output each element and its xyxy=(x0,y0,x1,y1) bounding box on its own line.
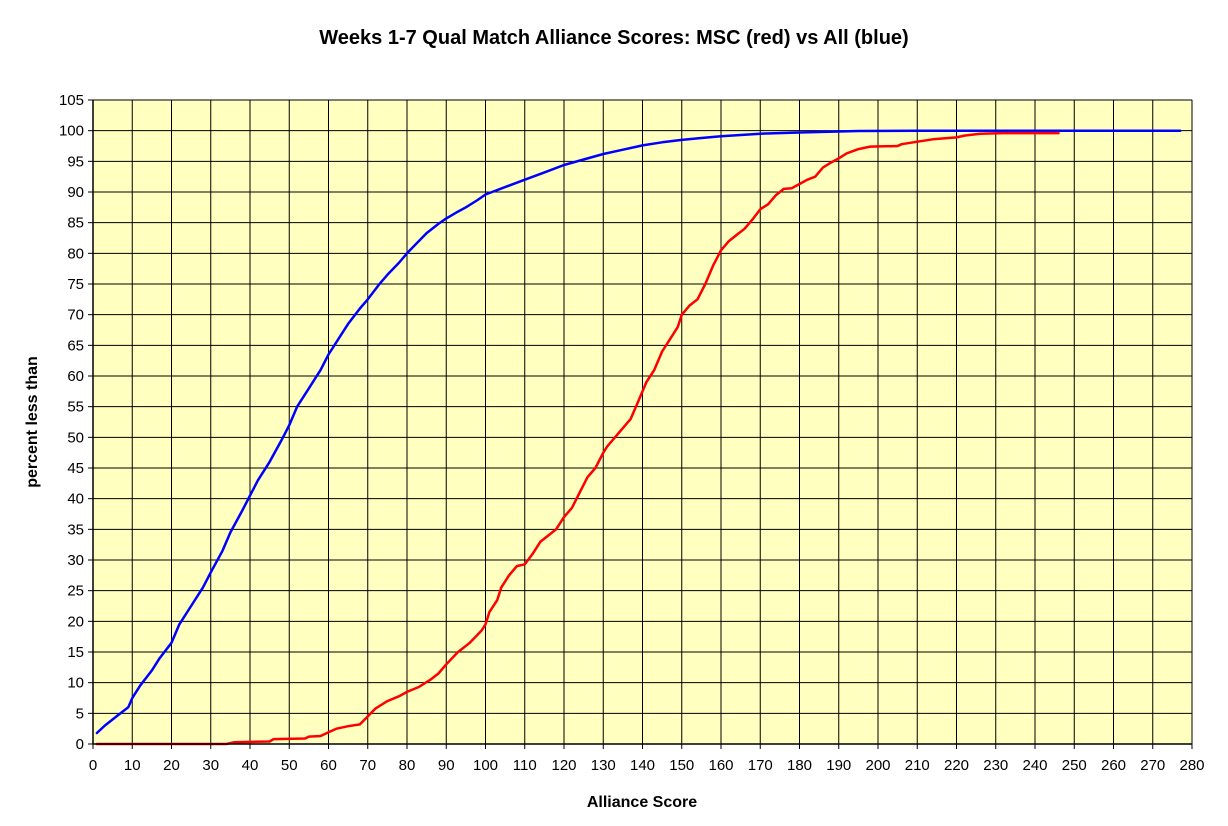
y-tick-label: 50 xyxy=(67,429,84,446)
series-layer xyxy=(95,129,1182,746)
y-tick-label: 5 xyxy=(76,705,84,722)
y-axis-title: percent less than xyxy=(24,356,41,488)
x-tick-label: 110 xyxy=(513,757,537,774)
tick-labels: 0 10 20 30 40 50 60 70 80 90 100 110 120 130 140 150 160… xyxy=(59,92,1205,774)
x-tick-label: 70 xyxy=(359,757,376,774)
x-tick-label: 250 xyxy=(1062,757,1087,774)
y-tick-label: 80 xyxy=(67,245,84,262)
x-tick-label: 190 xyxy=(826,757,851,774)
x-tick-label: 60 xyxy=(320,757,337,774)
x-tick-label: 120 xyxy=(551,757,576,774)
x-tick-label: 220 xyxy=(944,757,969,774)
x-tick-label: 80 xyxy=(399,757,416,774)
x-tick-label: 130 xyxy=(591,757,616,774)
y-tick-label: 10 xyxy=(67,675,84,692)
x-tick-label: 200 xyxy=(865,757,890,774)
y-tick-label: 70 xyxy=(67,307,84,324)
x-axis-title: Alliance Score xyxy=(587,794,697,811)
y-tick-label: 55 xyxy=(67,399,84,416)
x-tick-label: 100 xyxy=(473,757,498,774)
x-tick-label: 240 xyxy=(1022,757,1047,774)
chart-title: Weeks 1-7 Qual Match Alliance Scores: MS… xyxy=(319,27,908,49)
y-tick-label: 105 xyxy=(59,92,84,109)
series-line-blue xyxy=(95,129,1182,735)
x-tick-label: 40 xyxy=(242,757,259,774)
y-tick-label: 30 xyxy=(67,552,84,569)
y-tick-label: 45 xyxy=(67,460,84,477)
x-tick-label: 170 xyxy=(748,757,773,774)
y-tick-label: 85 xyxy=(67,215,84,232)
x-tick-label: 10 xyxy=(124,757,141,774)
x-tick-label: 50 xyxy=(281,757,298,774)
series-line-red xyxy=(95,131,1060,746)
y-tick-label: 25 xyxy=(67,583,84,600)
x-tick-label: 180 xyxy=(787,757,812,774)
y-tick-label: 20 xyxy=(67,613,84,630)
x-tick-label: 280 xyxy=(1179,757,1204,774)
y-tick-label: 95 xyxy=(67,153,84,170)
y-tick-label: 15 xyxy=(67,644,84,661)
y-tick-label: 40 xyxy=(67,491,84,508)
x-tick-label: 270 xyxy=(1140,757,1165,774)
x-tick-label: 150 xyxy=(669,757,694,774)
x-tick-label: 210 xyxy=(905,757,930,774)
y-tick-label: 60 xyxy=(67,368,84,385)
x-tick-label: 0 xyxy=(89,757,97,774)
x-tick-label: 160 xyxy=(708,757,733,774)
y-tick-label: 90 xyxy=(67,184,84,201)
grid-lines xyxy=(93,99,1193,744)
y-tick-label: 65 xyxy=(67,337,84,354)
x-tick-label: 230 xyxy=(983,757,1008,774)
y-tick-label: 35 xyxy=(67,521,84,538)
x-tick-label: 90 xyxy=(438,757,455,774)
x-tick-label: 260 xyxy=(1101,757,1126,774)
x-tick-label: 30 xyxy=(202,757,219,774)
y-tick-label: 75 xyxy=(67,276,84,293)
x-tick-label: 20 xyxy=(163,757,180,774)
y-tick-label: 0 xyxy=(76,736,84,753)
y-tick-label: 100 xyxy=(59,123,84,140)
x-tick-label: 140 xyxy=(630,757,655,774)
